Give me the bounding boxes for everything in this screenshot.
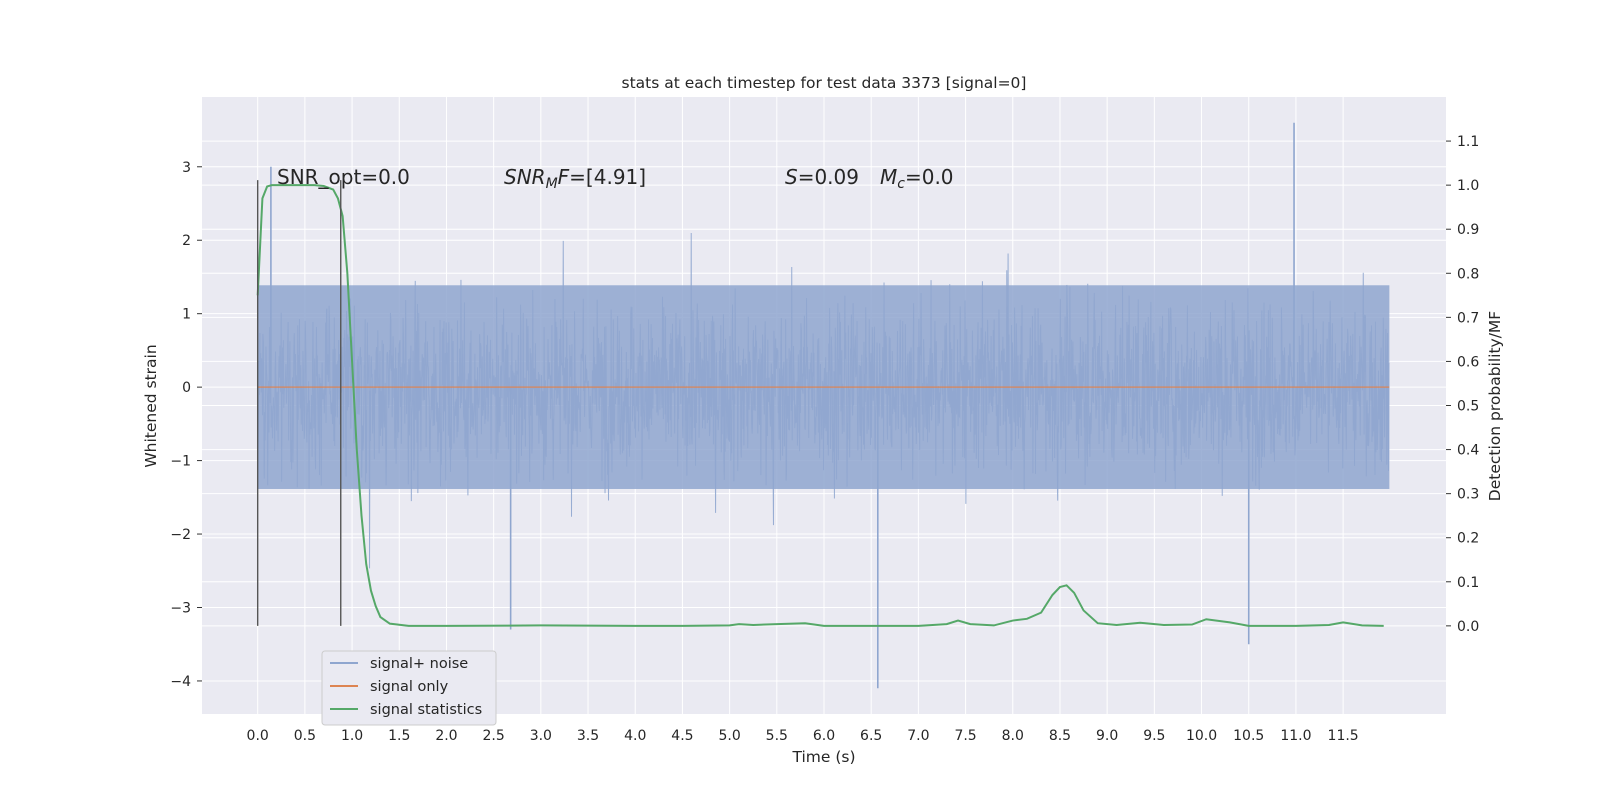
y-right-tick-label: 0.4 (1457, 443, 1479, 459)
x-tick-label: 4.0 (624, 728, 646, 744)
vertical-markers (256, 180, 342, 626)
annotation-mc-value: =0.0 (905, 165, 954, 189)
annotation-snr-opt: SNR_opt=0.0 (277, 165, 410, 189)
y-left-tick-label: 3 (182, 160, 191, 176)
y-right-tick-label: 1.1 (1457, 134, 1479, 150)
x-tick-label: 9.5 (1143, 728, 1165, 744)
legend-label-signal-only: signal only (370, 679, 449, 695)
x-tick-label: 6.5 (860, 728, 882, 744)
annotation-snr-mf-tail-italic: F (558, 165, 570, 189)
y-right-tick-label: 0.7 (1457, 310, 1479, 326)
x-axis-ticks: 0.0 0.5 1.0 1.5 2.0 2.5 3.0 3.5 4.0 4.5 5.0 5.5 6.0 6… (247, 728, 1359, 744)
y-right-axis-label: Detection probability/MF (1486, 311, 1504, 502)
y-left-tick-label: 2 (182, 233, 191, 249)
x-tick-label: 1.5 (388, 728, 410, 744)
x-tick-label: 2.5 (483, 728, 505, 744)
x-tick-label: 0.0 (247, 728, 269, 744)
x-tick-label: 9.0 (1096, 728, 1118, 744)
y-right-tick-label: 0.6 (1457, 354, 1479, 370)
x-tick-label: 8.0 (1002, 728, 1024, 744)
x-tick-label: 3.5 (577, 728, 599, 744)
x-tick-label: 1.0 (341, 728, 363, 744)
y-right-tick-label: 0.8 (1457, 266, 1479, 282)
y-left-tick-label: −3 (170, 600, 191, 616)
legend-box (321, 650, 497, 726)
legend-label-signal-statistics: signal statistics (370, 702, 482, 718)
y-right-tick-label: 0.2 (1457, 531, 1479, 547)
y-right-axis-ticks: 1.1 1.0 0.9 0.8 0.7 0.6 0.5 0.4 0.3 0.2 0.1 0.0 (1446, 134, 1479, 635)
y-left-axis-label: Whitened strain (142, 344, 160, 467)
y-left-tick-label: −4 (170, 674, 191, 690)
y-right-tick-label: 0.1 (1457, 575, 1479, 591)
annotation-snr-mf-tail: =[4.91] (569, 165, 646, 189)
y-left-tick-label: 0 (182, 380, 191, 396)
x-tick-label: 8.5 (1049, 728, 1071, 744)
series-lines (256, 184, 1390, 627)
legend: signal+ noise signal only signal statist… (321, 650, 497, 726)
x-axis-label: Time (s) (791, 748, 855, 766)
y-right-tick-label: 0.5 (1457, 399, 1479, 415)
annotation-s-value: =0.09 (798, 165, 859, 189)
annotation-snr-mf-label: SNR (504, 165, 546, 189)
x-tick-label: 3.0 (530, 728, 552, 744)
x-tick-label: 7.0 (907, 728, 929, 744)
annotation-mc-sub: c (897, 176, 905, 192)
y-left-axis-ticks: 3 2 1 0 −1 −2 −3 −4 (170, 160, 202, 690)
signal-statistics-line (256, 184, 1384, 627)
annotation-snr-mf: SNRMF=[4.91] (504, 165, 646, 192)
x-tick-label: 5.5 (766, 728, 788, 744)
annotation-s-label: S (785, 165, 798, 189)
annotation-snr-mf-sub: M (546, 176, 558, 192)
x-tick-label: 4.5 (671, 728, 693, 744)
x-tick-label: 5.0 (718, 728, 740, 744)
annotation-s: S=0.09 (785, 165, 859, 189)
x-tick-label: 2.0 (435, 728, 457, 744)
annotation-mc: Mc=0.0 (880, 165, 954, 192)
chart-title: stats at each timestep for test data 337… (622, 74, 1027, 92)
x-tick-label: 10.5 (1233, 728, 1264, 744)
legend-label-signal-plus-noise: signal+ noise (370, 656, 468, 672)
x-tick-label: 6.0 (813, 728, 835, 744)
y-right-tick-label: 0.9 (1457, 222, 1479, 238)
x-tick-label: 11.5 (1328, 728, 1359, 744)
y-right-tick-label: 0.3 (1457, 487, 1479, 503)
y-left-tick-label: −1 (170, 454, 191, 470)
x-tick-label: 0.5 (294, 728, 316, 744)
x-tick-label: 11.0 (1280, 728, 1311, 744)
y-right-tick-label: 0.0 (1457, 619, 1479, 635)
annotation-mc-label: M (880, 165, 897, 189)
y-left-tick-label: −2 (170, 527, 191, 543)
x-tick-label: 7.5 (954, 728, 976, 744)
x-tick-label: 10.0 (1186, 728, 1217, 744)
y-right-tick-label: 1.0 (1457, 178, 1479, 194)
y-left-tick-label: 1 (182, 307, 191, 323)
